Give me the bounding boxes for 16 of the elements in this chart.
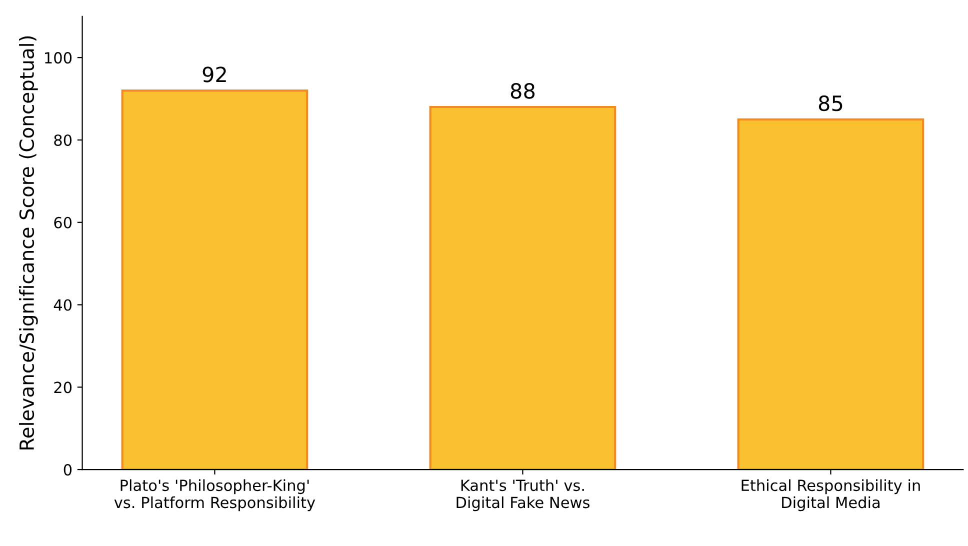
- data-label: 92: [202, 66, 226, 82]
- x-tick-label: Kant's 'Truth' vs. Digital Fake News: [456, 479, 590, 512]
- bar: [429, 106, 616, 470]
- data-label: 85: [818, 95, 842, 112]
- y-tick-label: 60: [54, 216, 72, 228]
- y-axis-title: Relevance/Significance Score (Conceptual): [19, 36, 38, 450]
- y-tick-label: 80: [54, 134, 72, 146]
- x-tick-label: Plato's 'Philosopher-King' vs. Platform Responsibility: [114, 479, 316, 512]
- x-tick-label: Ethical Responsibility in Digital Media: [742, 479, 920, 512]
- data-label: 88: [510, 83, 535, 99]
- y-tick-label: 0: [64, 464, 72, 476]
- bar: [121, 89, 308, 470]
- y-tick-label: 100: [45, 52, 72, 64]
- y-tick-label: 40: [54, 299, 72, 311]
- y-tick-label: 20: [54, 382, 72, 394]
- bar: [737, 118, 924, 470]
